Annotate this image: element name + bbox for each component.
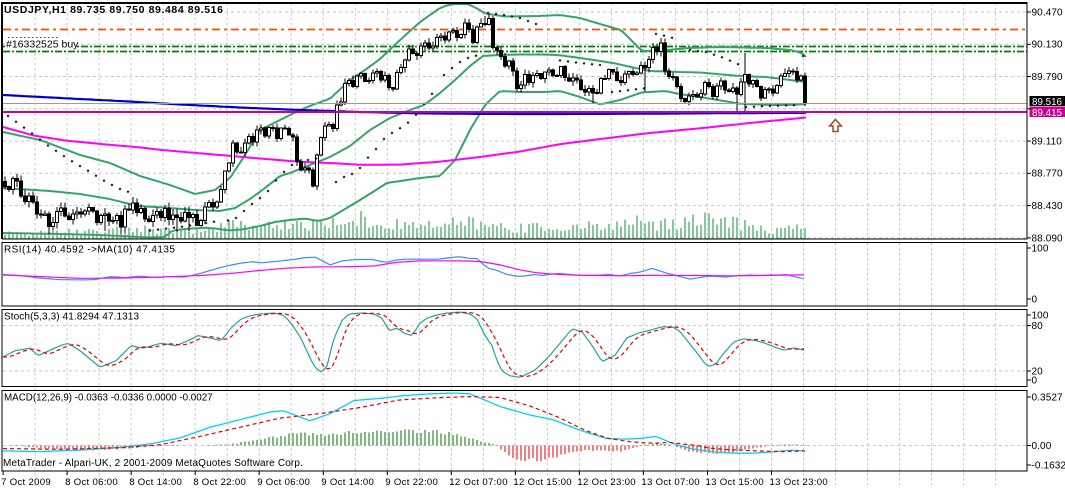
svg-text:#16332525 buy: #16332525 buy <box>6 39 79 51</box>
svg-text:13 Oct 15:00: 13 Oct 15:00 <box>706 477 765 488</box>
svg-text:88.770: 88.770 <box>1032 169 1064 180</box>
svg-text:89.790: 89.790 <box>1032 72 1064 83</box>
svg-text:90.130: 90.130 <box>1032 40 1064 51</box>
svg-text:100: 100 <box>1032 310 1049 321</box>
svg-text:13 Oct 23:00: 13 Oct 23:00 <box>770 477 829 488</box>
svg-text:80: 80 <box>1032 321 1044 332</box>
svg-text:MetaTrader - Alpari-UK, 2 2001: MetaTrader - Alpari-UK, 2 2001-2009 Meta… <box>3 458 303 469</box>
svg-text:12 Oct 15:00: 12 Oct 15:00 <box>513 477 572 488</box>
svg-text:USDJPY,H1 89.735 89.750 89.48: USDJPY,H1 89.735 89.750 89.484 89.516 <box>4 4 224 16</box>
svg-text:RSI(14) 40.4592 ->MA(10) 47.4: RSI(14) 40.4592 ->MA(10) 47.4135 <box>4 245 175 256</box>
svg-text:89.415: 89.415 <box>1032 108 1063 119</box>
svg-text:90.470: 90.470 <box>1032 7 1064 18</box>
svg-text:8 Oct 06:00: 8 Oct 06:00 <box>65 477 118 488</box>
svg-text:89.516: 89.516 <box>1032 97 1063 108</box>
svg-text:8 Oct 14:00: 8 Oct 14:00 <box>129 477 182 488</box>
svg-text:13 Oct 07:00: 13 Oct 07:00 <box>641 477 700 488</box>
svg-text:88.430: 88.430 <box>1032 201 1064 212</box>
svg-text:0.3527: 0.3527 <box>1032 392 1064 403</box>
svg-text:9 Oct 06:00: 9 Oct 06:00 <box>257 477 310 488</box>
svg-text:0: 0 <box>1032 294 1038 305</box>
svg-text:12 Oct 07:00: 12 Oct 07:00 <box>449 477 508 488</box>
svg-text:0: 0 <box>1032 375 1038 386</box>
svg-text:MACD(12,26,9) -0.0363 -0.0336: MACD(12,26,9) -0.0363 -0.0336 0.0000 -0.… <box>4 393 213 404</box>
svg-text:89.110: 89.110 <box>1032 137 1063 148</box>
svg-text:9 Oct 14:00: 9 Oct 14:00 <box>321 477 374 488</box>
svg-text:100: 100 <box>1032 243 1049 254</box>
svg-text:8 Oct 22:00: 8 Oct 22:00 <box>193 477 246 488</box>
svg-text:12 Oct 23:00: 12 Oct 23:00 <box>577 477 636 488</box>
svg-text:9 Oct 22:00: 9 Oct 22:00 <box>385 477 438 488</box>
svg-text:7 Oct 2009: 7 Oct 2009 <box>1 477 51 488</box>
svg-text:Stoch(5,3,3) 41.8294 47.1313: Stoch(5,3,3) 41.8294 47.1313 <box>4 312 139 323</box>
svg-text:-0.1632: -0.1632 <box>1032 460 1065 471</box>
svg-text:0.00: 0.00 <box>1032 441 1052 452</box>
